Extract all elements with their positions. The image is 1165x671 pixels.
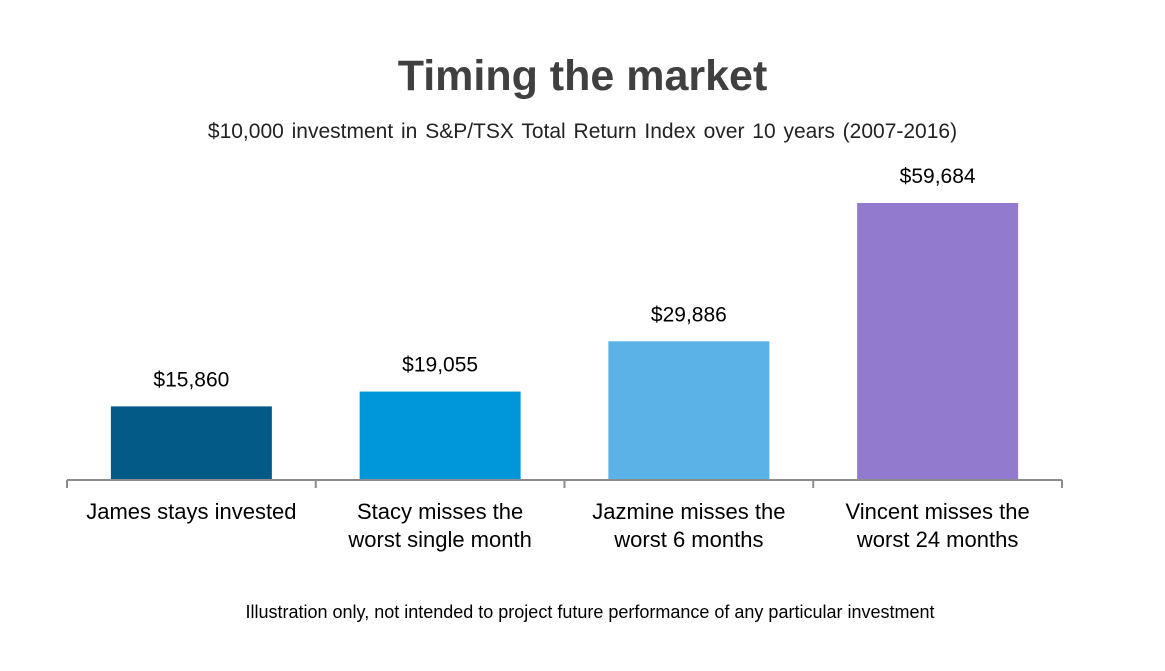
x-tick-label: Jazmine misses the	[592, 499, 785, 524]
x-axis	[66, 479, 1063, 488]
x-tick-label: worst single month	[347, 527, 531, 552]
data-label: $15,860	[153, 368, 229, 391]
bars-layer	[110, 203, 1019, 480]
bar	[608, 341, 770, 480]
bar	[359, 391, 521, 480]
x-tick-label: James stays invested	[86, 499, 296, 524]
data-label: $59,684	[900, 165, 976, 188]
chart-title: Timing the market	[397, 52, 768, 100]
labels-layer: $15,860 James stays invested $19,055 Stacy …	[86, 165, 1030, 552]
data-label: $19,055	[402, 354, 478, 377]
footnote: Illustration only, not intended to proje…	[245, 602, 935, 622]
x-tick-label: worst 6 months	[613, 527, 763, 552]
x-tick-label: worst 24 months	[856, 527, 1018, 552]
bar	[857, 203, 1019, 480]
data-label: $29,886	[651, 303, 727, 326]
chart-subtitle: $10,000 investment in S&P/TSX Total Retu…	[207, 120, 958, 143]
bar	[110, 406, 272, 480]
x-tick-label: Vincent misses the	[846, 499, 1030, 524]
x-tick-label: Stacy misses the	[357, 499, 523, 524]
